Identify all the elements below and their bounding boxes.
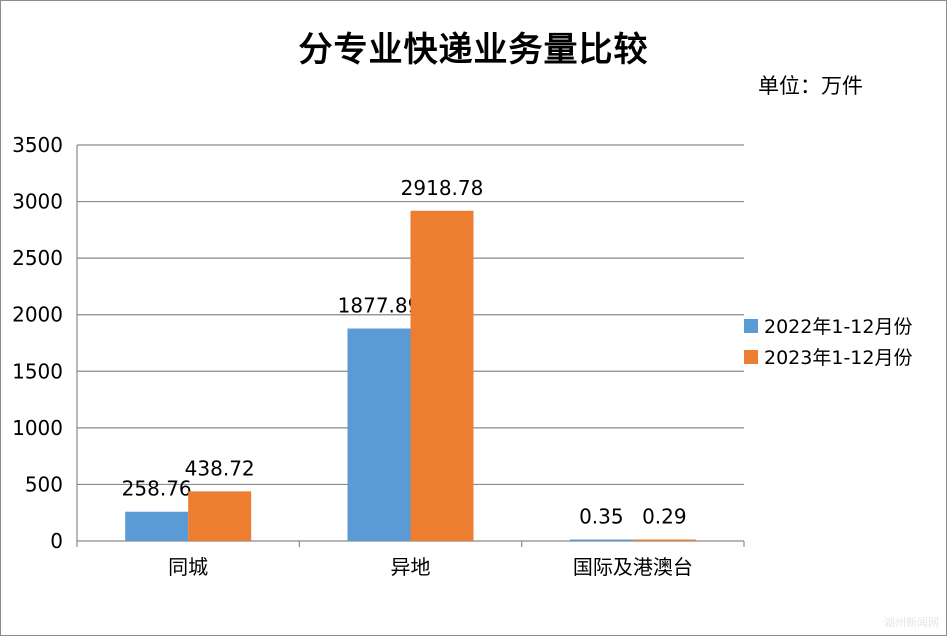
y-tick-label: 1500 [12, 359, 63, 383]
watermark-text: 湖州新闻网 [884, 616, 939, 629]
category-label: 国际及港澳台 [573, 555, 693, 579]
bar [347, 328, 411, 541]
category-label: 异地 [391, 555, 431, 579]
bar [125, 511, 189, 541]
y-tick-label: 2000 [12, 303, 63, 327]
bar [632, 539, 696, 541]
y-tick-label: 2500 [12, 246, 63, 270]
data-label: 2918.78 [401, 176, 484, 200]
data-label: 0.29 [642, 505, 687, 529]
legend-swatch [744, 350, 758, 364]
data-label: 0.35 [579, 505, 624, 529]
bar [410, 210, 474, 541]
data-label: 1877.89 [338, 294, 421, 318]
y-tick-label: 3500 [12, 133, 63, 157]
category-label: 同城 [168, 555, 208, 579]
unit-label: 单位：万件 [758, 74, 863, 98]
y-tick-label: 3000 [12, 190, 63, 214]
data-label: 258.76 [122, 477, 192, 501]
y-tick-label: 1000 [12, 416, 63, 440]
chart-title: 分专业快递业务量比较 [298, 30, 649, 70]
bar [569, 539, 633, 541]
legend-label: 2023年1-12月份 [764, 347, 912, 369]
y-tick-label: 0 [50, 529, 63, 553]
y-tick-label: 500 [25, 472, 63, 496]
bar [188, 491, 252, 541]
data-label: 438.72 [185, 456, 255, 480]
legend-swatch [744, 319, 758, 333]
legend-label: 2022年1-12月份 [764, 316, 912, 338]
